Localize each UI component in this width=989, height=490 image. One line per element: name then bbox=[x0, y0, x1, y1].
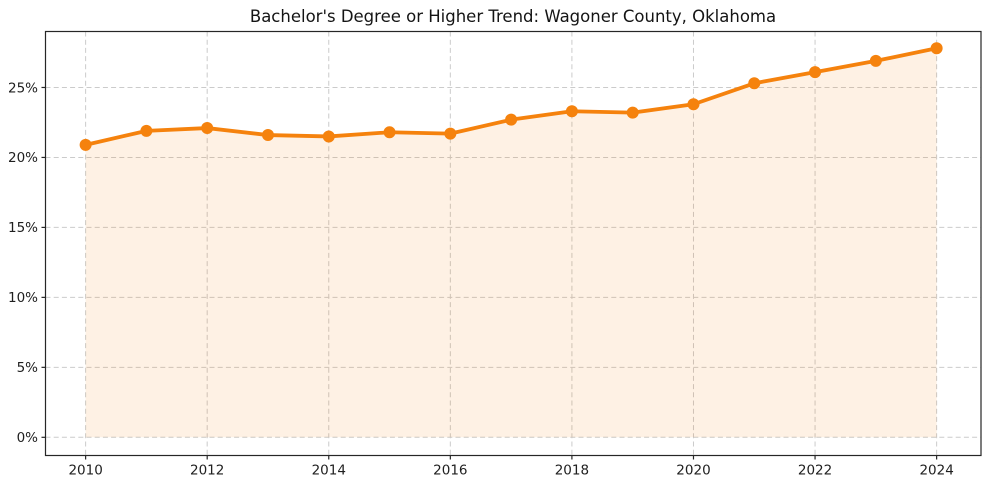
x-tick-label: 2010 bbox=[68, 463, 102, 479]
area-fill bbox=[85, 48, 937, 438]
x-tick-label: 2016 bbox=[433, 463, 467, 479]
data-point-2014 bbox=[322, 130, 335, 143]
y-axis-labels: 0% 5% 10% 15% 20% 25% bbox=[8, 80, 38, 446]
data-point-2012 bbox=[201, 122, 214, 135]
data-point-markers bbox=[79, 42, 943, 151]
y-tick-label: 10% bbox=[8, 290, 38, 306]
y-tick-label: 25% bbox=[8, 80, 38, 96]
data-point-2011 bbox=[140, 124, 153, 137]
data-point-2017 bbox=[505, 113, 518, 126]
area-fill-layer bbox=[85, 48, 937, 438]
data-point-2024 bbox=[930, 42, 943, 55]
x-tick-label: 2024 bbox=[919, 463, 953, 479]
plot-border bbox=[44, 30, 982, 457]
gridlines bbox=[45, 31, 981, 456]
data-point-2013 bbox=[261, 129, 274, 142]
x-tick-label: 2012 bbox=[190, 463, 224, 479]
data-point-2015 bbox=[383, 126, 396, 139]
x-tick-label: 2022 bbox=[798, 463, 832, 479]
y-tick-label: 20% bbox=[8, 150, 38, 166]
data-point-2021 bbox=[748, 77, 761, 90]
data-point-2022 bbox=[809, 66, 822, 79]
axis-ticks bbox=[41, 86, 938, 460]
y-tick-label: 0% bbox=[17, 430, 39, 446]
data-point-2010 bbox=[79, 138, 92, 151]
data-point-2020 bbox=[687, 98, 700, 111]
data-point-2016 bbox=[444, 127, 457, 140]
y-tick-label: 5% bbox=[17, 360, 39, 376]
y-tick-label: 15% bbox=[8, 220, 38, 236]
x-tick-label: 2014 bbox=[312, 463, 346, 479]
data-point-2019 bbox=[626, 106, 639, 119]
x-tick-label: 2020 bbox=[676, 463, 710, 479]
data-point-2018 bbox=[565, 105, 578, 118]
data-point-2023 bbox=[869, 54, 882, 67]
x-tick-label: 2018 bbox=[555, 463, 589, 479]
x-axis-labels: 2010 2012 2014 2016 2018 2020 2022 2024 bbox=[68, 463, 953, 479]
chart-title: Bachelor's Degree or Higher Trend: Wagon… bbox=[250, 7, 776, 26]
axes-frame bbox=[44, 30, 982, 457]
